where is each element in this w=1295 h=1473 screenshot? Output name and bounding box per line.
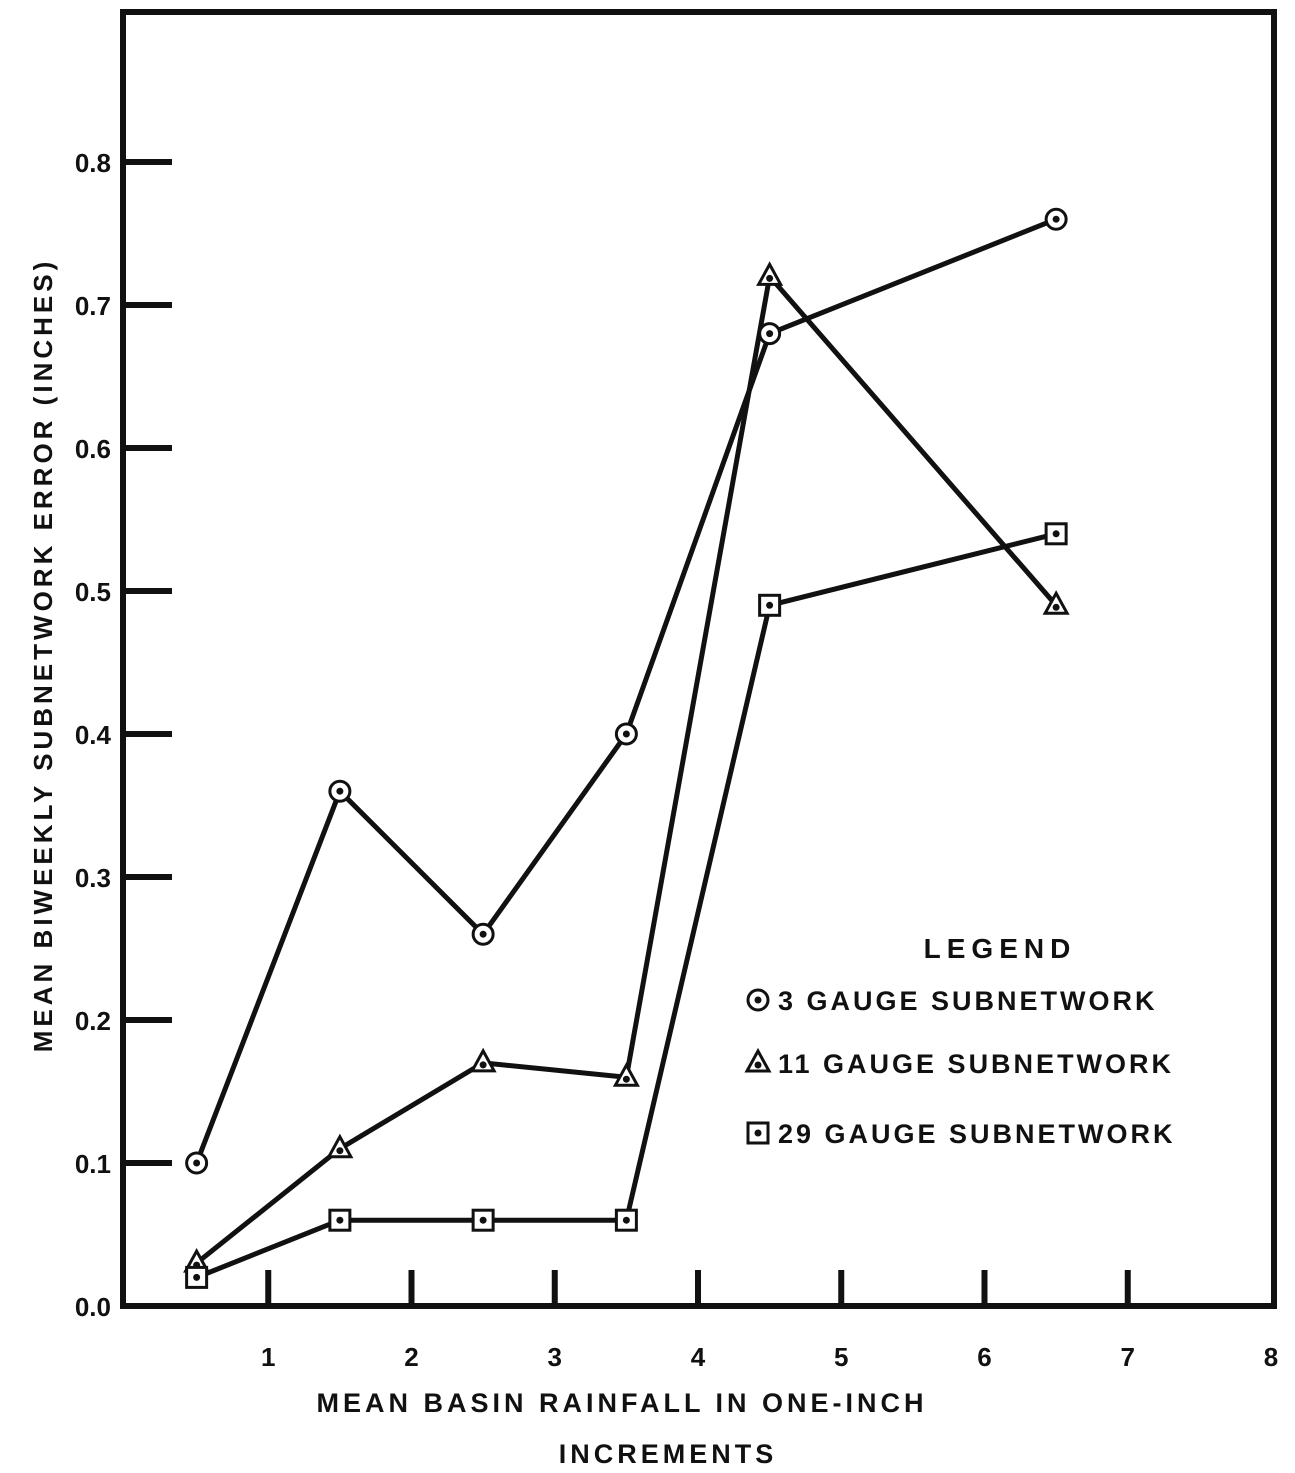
series-line-2 xyxy=(195,273,1059,1266)
data-point-circle xyxy=(185,1151,209,1175)
x-tick-label: 3 xyxy=(548,1342,562,1372)
x-axis-label-line-1: MEAN BASIN RAINFALL IN ONE-INCH xyxy=(316,1388,927,1418)
series-line-3 xyxy=(195,531,1057,1280)
legend-marker-square xyxy=(746,1121,770,1145)
data-point-square xyxy=(614,1208,638,1232)
y-tick-label: 0.1 xyxy=(75,1149,111,1179)
x-tick-label: 2 xyxy=(404,1342,418,1372)
y-tick-label: 0.5 xyxy=(75,577,111,607)
series-layer xyxy=(183,207,1070,1289)
x-tick-label: 6 xyxy=(977,1342,991,1372)
series-line-1 xyxy=(194,216,1058,1164)
y-tick-label: 0.0 xyxy=(75,1292,111,1322)
legend-label: 29 GAUGE SUBNETWORK xyxy=(778,1119,1176,1149)
data-point-circle xyxy=(614,722,638,746)
y-tick-label: 0.7 xyxy=(75,291,111,321)
legend-marker-triangle xyxy=(744,1047,772,1073)
x-tick-label: 7 xyxy=(1121,1342,1135,1372)
data-point-square xyxy=(471,1208,495,1232)
x-tick-label: 4 xyxy=(691,1342,706,1372)
data-point-triangle xyxy=(756,261,784,286)
data-point-square xyxy=(328,1208,352,1232)
data-point-circle xyxy=(471,922,495,946)
y-tick-label: 0.4 xyxy=(75,720,112,750)
y-tick-label: 0.3 xyxy=(75,863,111,893)
legend-title: LEGEND xyxy=(924,933,1077,964)
data-point-triangle xyxy=(1042,590,1070,615)
y-axis: 0.0 0.1 0.2 0.3 0.4 0.5 0.6 0.7 0.8 xyxy=(75,148,172,1322)
data-point-triangle xyxy=(612,1062,640,1087)
x-tick-label: 1 xyxy=(261,1342,275,1372)
data-point-circle xyxy=(1044,207,1068,231)
legend: LEGEND 3 GAUGE SUBNETWORK 11 GAUGE SUBNET… xyxy=(744,933,1176,1149)
data-point-square xyxy=(1044,522,1068,546)
legend-marker-circle xyxy=(746,988,770,1012)
legend-label: 11 GAUGE SUBNETWORK xyxy=(778,1049,1174,1079)
y-tick-label: 0.2 xyxy=(75,1006,111,1036)
data-point-circle xyxy=(328,779,352,803)
y-tick-label: 0.8 xyxy=(75,148,111,178)
data-point-triangle xyxy=(326,1133,354,1159)
plot-frame xyxy=(120,9,1277,1309)
x-axis: 1 2 3 4 5 6 7 8 xyxy=(261,1270,1278,1372)
x-tick-label: 5 xyxy=(834,1342,848,1372)
data-point-square xyxy=(185,1265,209,1289)
data-point-circle xyxy=(758,322,782,346)
y-tick-label: 0.6 xyxy=(75,434,111,464)
y-axis-label: MEAN BIWEEKLY SUBNETWORK ERROR (INCHES) xyxy=(28,258,58,1052)
legend-label: 3 GAUGE SUBNETWORK xyxy=(778,986,1158,1016)
x-axis-label-line-2: INCREMENTS xyxy=(559,1439,778,1469)
data-point-square xyxy=(758,593,782,617)
data-point-triangle xyxy=(469,1047,497,1073)
x-tick-label: 8 xyxy=(1264,1342,1278,1372)
